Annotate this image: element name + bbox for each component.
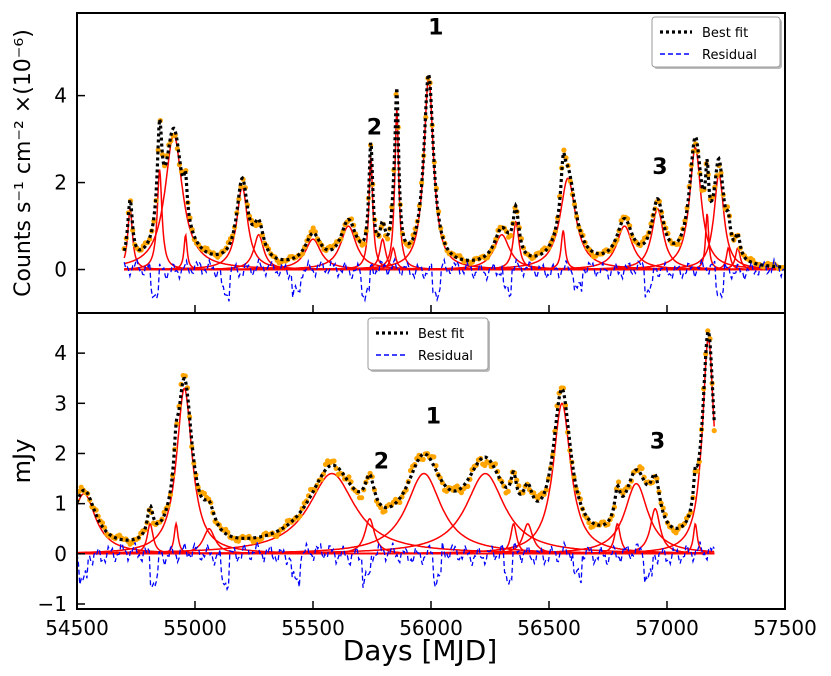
data-point-250 (605, 521, 611, 528)
flare-label-1: 1 (428, 16, 443, 41)
data-point-266 (639, 465, 645, 472)
data-point-241 (586, 520, 592, 526)
data-point-84 (300, 251, 306, 257)
data-point-60 (201, 490, 207, 497)
data-point-179 (454, 483, 460, 489)
data-point-281 (718, 170, 724, 176)
y-tick-label: 0 (54, 542, 67, 566)
legend: Best fit Residual (651, 16, 782, 69)
data-point-121 (331, 458, 337, 464)
data-point-12 (99, 520, 106, 526)
best-fit-line (77, 328, 716, 542)
data-point-181 (458, 490, 464, 496)
data-point-124 (385, 236, 391, 242)
flare-label-3: 3 (652, 155, 667, 180)
residual-line (77, 540, 715, 592)
data-point-182 (508, 232, 514, 239)
data-point-276 (660, 505, 666, 511)
bottom-panel: −1 0 1 2 3 4 54500 55000 55500 56000 56500 57000 575… (8, 312, 817, 640)
flare-component-12 (124, 108, 785, 271)
data-point-41 (161, 509, 167, 515)
plot-area (121, 68, 785, 303)
data-point-300 (711, 428, 717, 434)
data-point-255 (616, 479, 622, 485)
data-point-143 (378, 504, 384, 511)
y-tick-label: 4 (54, 84, 67, 108)
observed-data-points (121, 75, 785, 272)
legend: Best fit Residual (367, 317, 490, 372)
legend-residual-label: Residual (418, 349, 473, 364)
y-tick-label: 3 (54, 391, 67, 415)
best-fit-line (122, 68, 785, 269)
data-point-237 (625, 216, 631, 222)
y-axis-label: mJy (8, 439, 36, 484)
y-tick-label: 0 (54, 258, 67, 282)
x-axis-label: Days [MJD] (343, 634, 498, 667)
flare-component-13 (124, 75, 785, 271)
data-point-207 (561, 147, 567, 153)
data-point-16 (155, 147, 161, 153)
x-tick-label: 55000 (163, 616, 227, 640)
legend-residual-label: Residual (702, 48, 757, 63)
y-axis-label: Counts s⁻¹ cm⁻² ×(10⁻⁶) (11, 29, 36, 297)
data-point-90 (312, 229, 318, 235)
y-tick-label: −1 (38, 592, 67, 616)
flare-label-2: 2 (374, 450, 389, 475)
legend-best-fit-label: Best fit (418, 327, 464, 342)
data-point-89 (310, 225, 316, 231)
x-tick-label: 56500 (517, 616, 581, 640)
data-point-203 (505, 488, 511, 494)
flare-label-1: 1 (426, 404, 441, 429)
data-point-1 (77, 488, 82, 495)
data-point-145 (382, 508, 388, 514)
residual-line (123, 256, 785, 303)
data-point-152 (397, 499, 403, 505)
data-point-168 (431, 454, 437, 460)
plot-area (77, 328, 717, 592)
y-tick-label: 2 (54, 441, 67, 465)
top-panel: 0 2 4 Counts s⁻¹ cm⁻² ×(10⁻⁶) 1 2 3 Best fit Res… (11, 12, 786, 314)
data-point-163 (420, 456, 426, 462)
data-point-261 (676, 241, 682, 247)
y-tick-label: 2 (54, 171, 67, 195)
x-tick-label: 54500 (45, 616, 109, 640)
x-tick-label: 55500 (281, 616, 345, 640)
x-tick-label: 56000 (399, 616, 463, 640)
data-point-88 (308, 229, 314, 235)
flare-component-17 (77, 336, 715, 555)
data-point-161 (416, 452, 422, 458)
data-point-184 (465, 483, 471, 489)
data-point-229 (560, 385, 567, 391)
flare-component-15 (77, 507, 715, 555)
data-point-105 (297, 513, 303, 519)
data-point-113 (361, 241, 367, 247)
flare-component-12 (77, 402, 715, 555)
y-tick-label: 1 (54, 492, 67, 516)
x-tick-label: 57000 (635, 616, 699, 640)
data-point-44 (167, 492, 174, 498)
flare-label-2: 2 (367, 116, 382, 141)
data-point-134 (359, 495, 365, 501)
legend-best-fit-label: Best fit (702, 26, 748, 41)
data-point-192 (482, 462, 488, 469)
x-tick-label: 57500 (753, 616, 817, 640)
flare-label-3: 3 (650, 429, 665, 454)
y-tick-label: 4 (54, 341, 67, 365)
